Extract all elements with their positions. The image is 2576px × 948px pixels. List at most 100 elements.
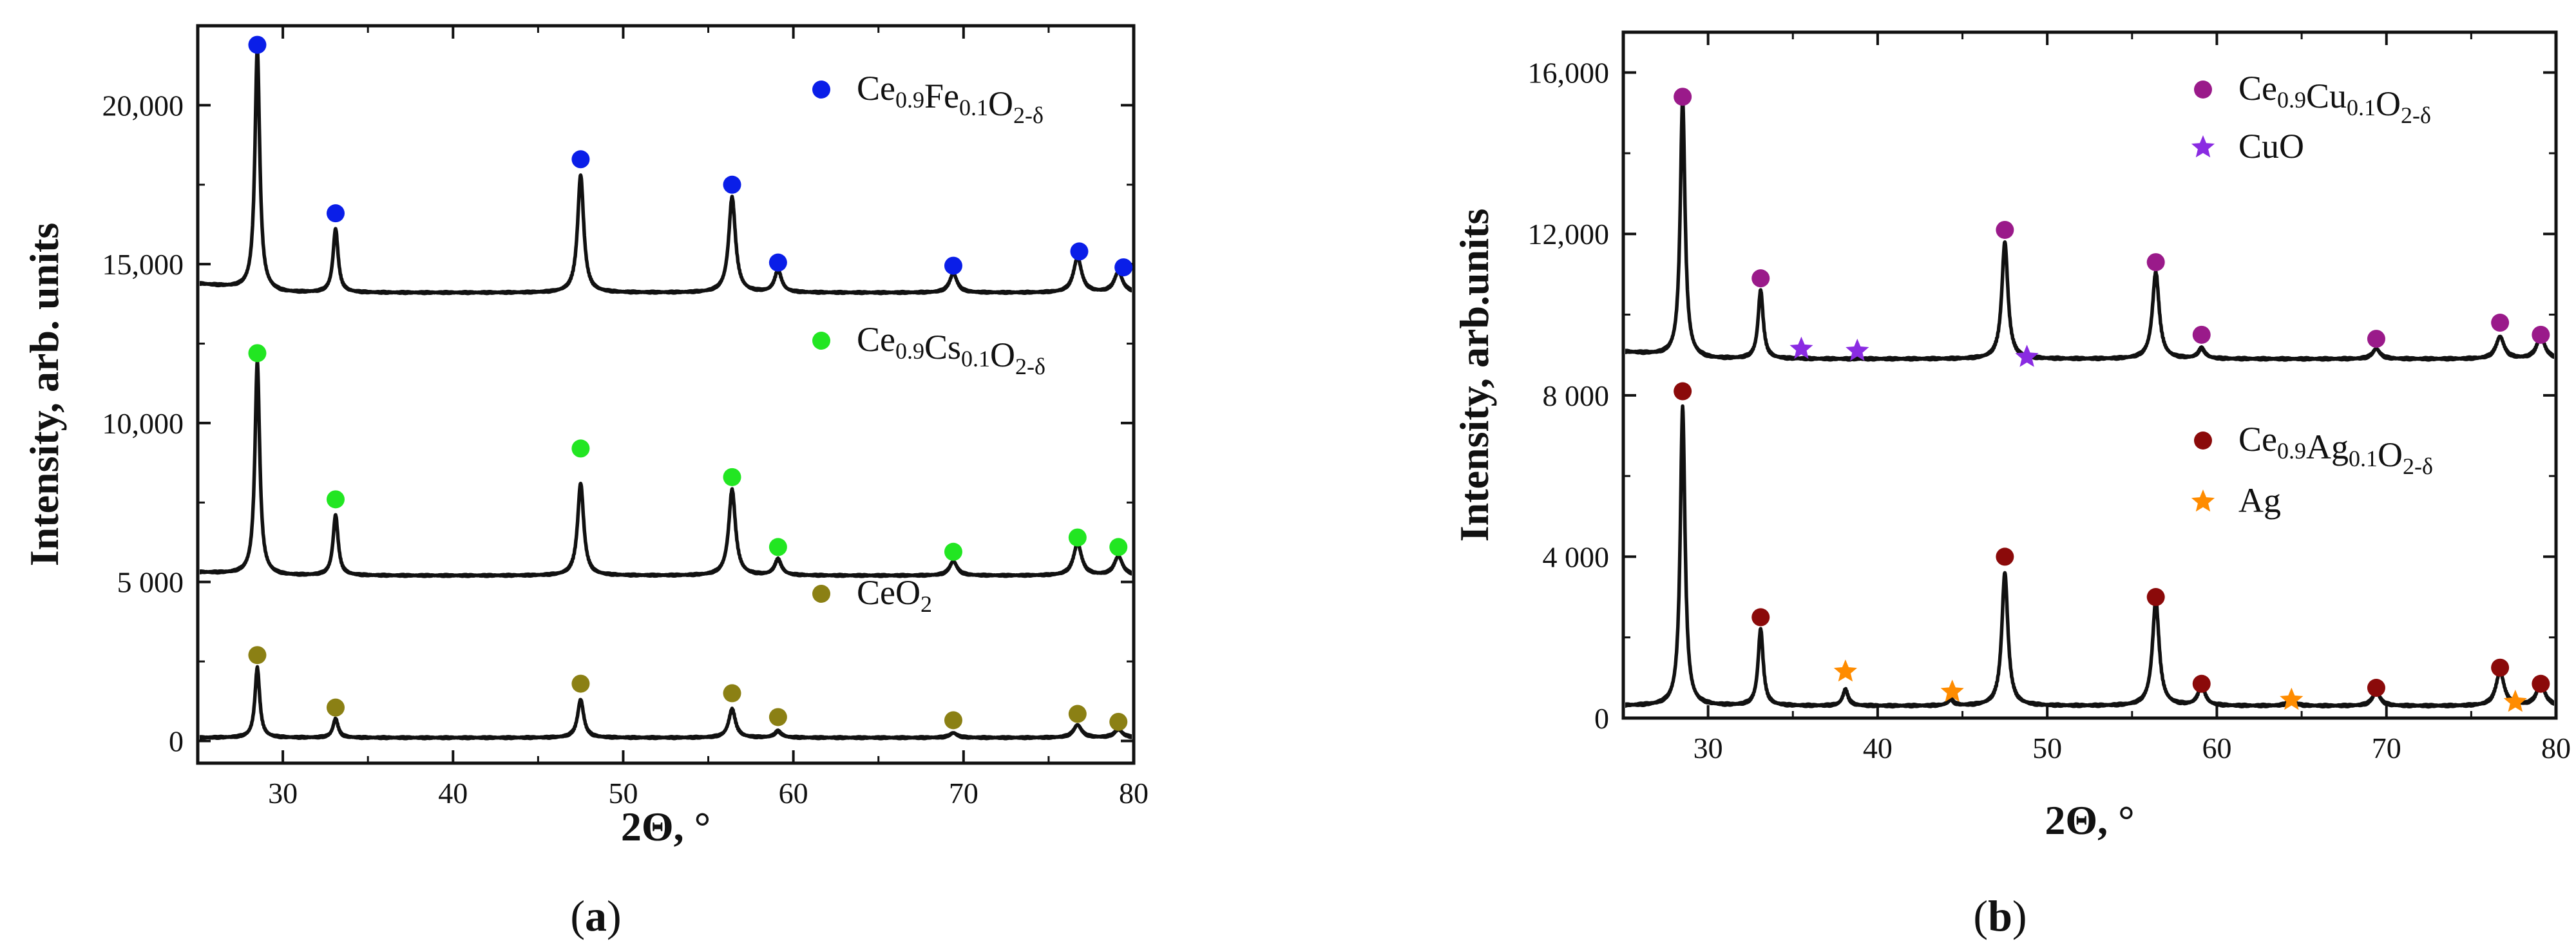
panel-letter: a [585,891,607,940]
data-point [723,684,741,703]
series-line [200,665,1132,741]
data-point [2146,253,2165,272]
data-point [2192,325,2211,344]
legend-label: Ce0.9Fe0.1O2-δ [857,69,1044,128]
data-point [248,646,267,665]
data-point [944,256,962,275]
x-tick-label: 50 [2032,732,2062,764]
data-point [571,150,590,169]
data-point [571,439,590,458]
legend-text-part: Fe [924,77,959,115]
data-point [1996,547,2014,566]
data-point [723,175,741,194]
data-point [1109,538,1128,556]
legend-text-part: O [2378,435,2403,474]
data-point [2146,588,2165,607]
legend-label: Ag [2238,481,2281,520]
data-point [1070,242,1089,261]
data-point [723,468,741,486]
data-point [2491,314,2510,332]
data-point [1751,608,1770,627]
y-tick-label: 0 [1594,702,1609,735]
data-point [2532,674,2550,693]
data-point [944,711,962,730]
x-tick-label: 40 [438,777,468,810]
legend-marker-star [2191,135,2215,158]
legend-text-part: O [990,336,1015,374]
data-point [944,542,962,561]
legend-subscript: 2-δ [2401,102,2431,128]
panel-label: (b) [1973,891,2027,940]
data-point [1674,382,1692,401]
data-point [2192,674,2211,693]
x-tick-label: 60 [779,777,808,810]
legend-subscript: 0.9 [2277,87,2306,113]
x-tick-label: 40 [1863,732,1893,764]
data-point [1068,528,1087,547]
legend-subscript: 0.9 [895,338,924,364]
legend-marker [812,332,830,350]
legend-text-part: Ag [2238,481,2281,520]
legend-label: CeO2 [857,573,932,617]
data-point [326,698,345,717]
legend-text-part: Cs [924,328,961,366]
legend-subscript: 0.1 [959,95,988,120]
data-point [1068,705,1087,723]
panel-paren: ) [607,891,622,940]
legend-subscript: 2-δ [2403,453,2433,479]
legend-label: Ce0.9Cu0.1O2-δ [2238,69,2431,128]
data-point [248,35,267,54]
y-tick-label: 5 000 [117,566,184,599]
data-point [1996,220,2014,239]
legend-subscript: 2-δ [1015,354,1045,379]
chart-panel-b: 30 40 50 60 70 80 0 4 000 8 000 12,000 16,000 Inten… [1451,30,2571,940]
legend-subscript: 2-δ [1013,102,1044,128]
x-tick-label: 70 [2372,732,2401,764]
y-tick-label: 20,000 [102,89,184,122]
legend-marker [812,585,830,603]
data-point [1674,88,1692,106]
x-tick-label: 70 [949,777,978,810]
data-point [1109,712,1128,731]
legend-label: CuO [2238,127,2304,166]
data-point-star [1789,336,1813,359]
data-point [2367,679,2385,697]
y-tick-label: 16,000 [1528,57,1610,90]
legend-marker [812,81,830,99]
plot-frame [196,24,1136,765]
legend-text-part: Cu [2306,77,2347,115]
y-axis-label: Intensity, arb. units [21,223,67,566]
legend-text-part: Ce [857,320,895,359]
legend-marker [2194,431,2212,450]
series-line [200,359,1132,578]
data-point-star [1846,338,1869,361]
legend-subscript: 2 [921,591,932,617]
legend-text-part: CeO [857,573,921,612]
y-tick-label: 10,000 [102,407,184,440]
series-line [200,46,1132,296]
data-point-star [1940,679,1964,702]
legend-text-part: O [2376,84,2401,123]
panel-letter: b [1988,891,2012,940]
series-line [1625,95,2554,362]
data-point [768,708,787,726]
data-point [2491,658,2510,677]
data-point [2367,330,2385,348]
data-point-star [2280,687,2304,710]
y-tick-label: 4 000 [1543,540,1610,573]
panel-paren: ( [1973,891,1988,940]
panel-paren: ) [2012,891,2027,940]
plot-frame [1621,30,2558,720]
legend-marker [2194,81,2212,99]
x-axis-label: 2Θ, ° [2045,797,2134,843]
data-point-star [1833,659,1857,682]
legend-marker-star [2191,489,2215,512]
data-point [2532,325,2550,344]
legend-subscript: 0.1 [2347,95,2376,120]
legend-text-part: CuO [2238,127,2304,166]
y-tick-label: 8 000 [1543,379,1610,412]
y-tick-label: 0 [169,725,184,757]
data-point [768,538,787,556]
